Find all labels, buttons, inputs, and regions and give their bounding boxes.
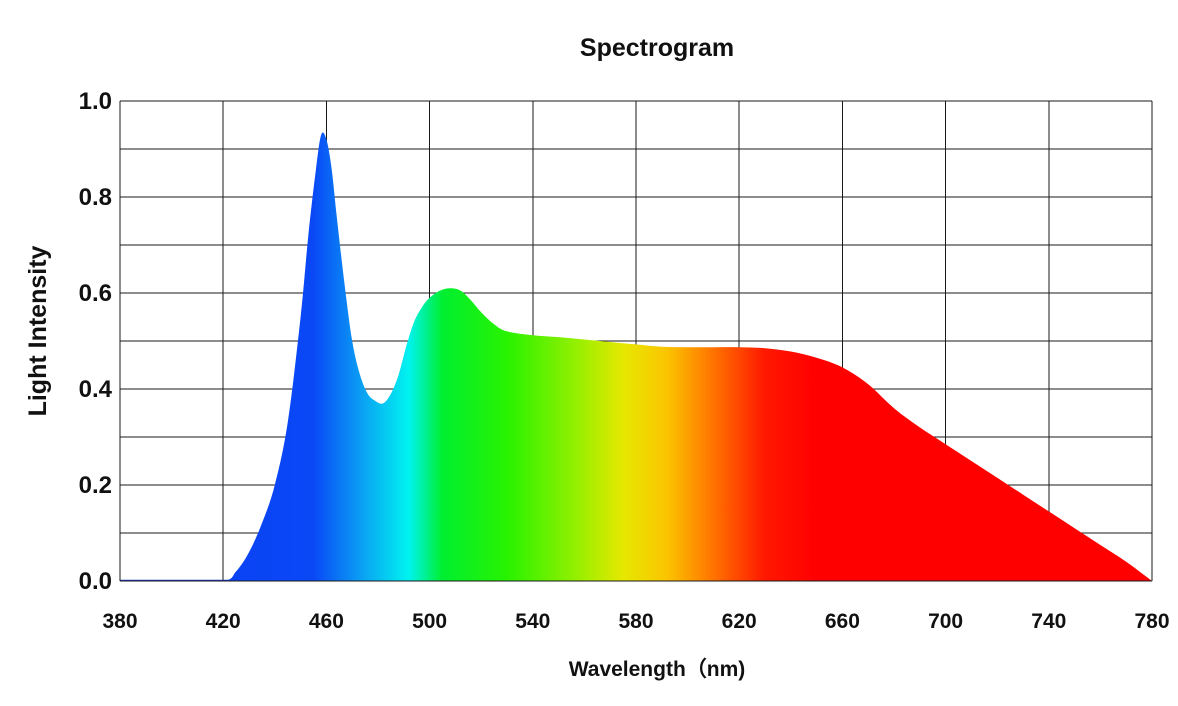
spectrum-series-area	[120, 132, 1152, 581]
x-tick-label: 420	[206, 610, 241, 633]
y-tick-label: 0.2	[79, 472, 112, 499]
x-tick-label: 540	[515, 610, 550, 633]
y-tick-label: 0.8	[79, 184, 112, 211]
x-tick-label: 380	[102, 610, 137, 633]
x-axis-label: Wavelength（nm)	[569, 657, 746, 681]
x-tick-label: 700	[928, 610, 963, 633]
x-tick-label: 580	[618, 610, 653, 633]
x-tick-label: 620	[722, 610, 757, 633]
y-tick-label: 0.4	[79, 376, 113, 403]
y-tick-label: 1.0	[79, 88, 112, 115]
y-tick-label: 0.0	[79, 568, 112, 595]
x-tick-label: 460	[309, 610, 344, 633]
x-tick-label: 660	[825, 610, 860, 633]
y-axis-label: Light Intensity	[24, 245, 52, 416]
y-tick-label: 0.6	[79, 280, 112, 307]
x-tick-label: 780	[1134, 610, 1169, 633]
x-tick-label: 500	[412, 610, 447, 633]
x-tick-label: 740	[1031, 610, 1066, 633]
axes	[119, 101, 1152, 582]
x-axis-ticks: 380 420 460 500 540 580 620 660 700 740 780	[102, 610, 1169, 633]
y-axis-ticks: 0.0 0.2 0.4 0.6 0.8 1.0	[79, 88, 113, 595]
chart-title: Spectrogram	[580, 34, 734, 62]
